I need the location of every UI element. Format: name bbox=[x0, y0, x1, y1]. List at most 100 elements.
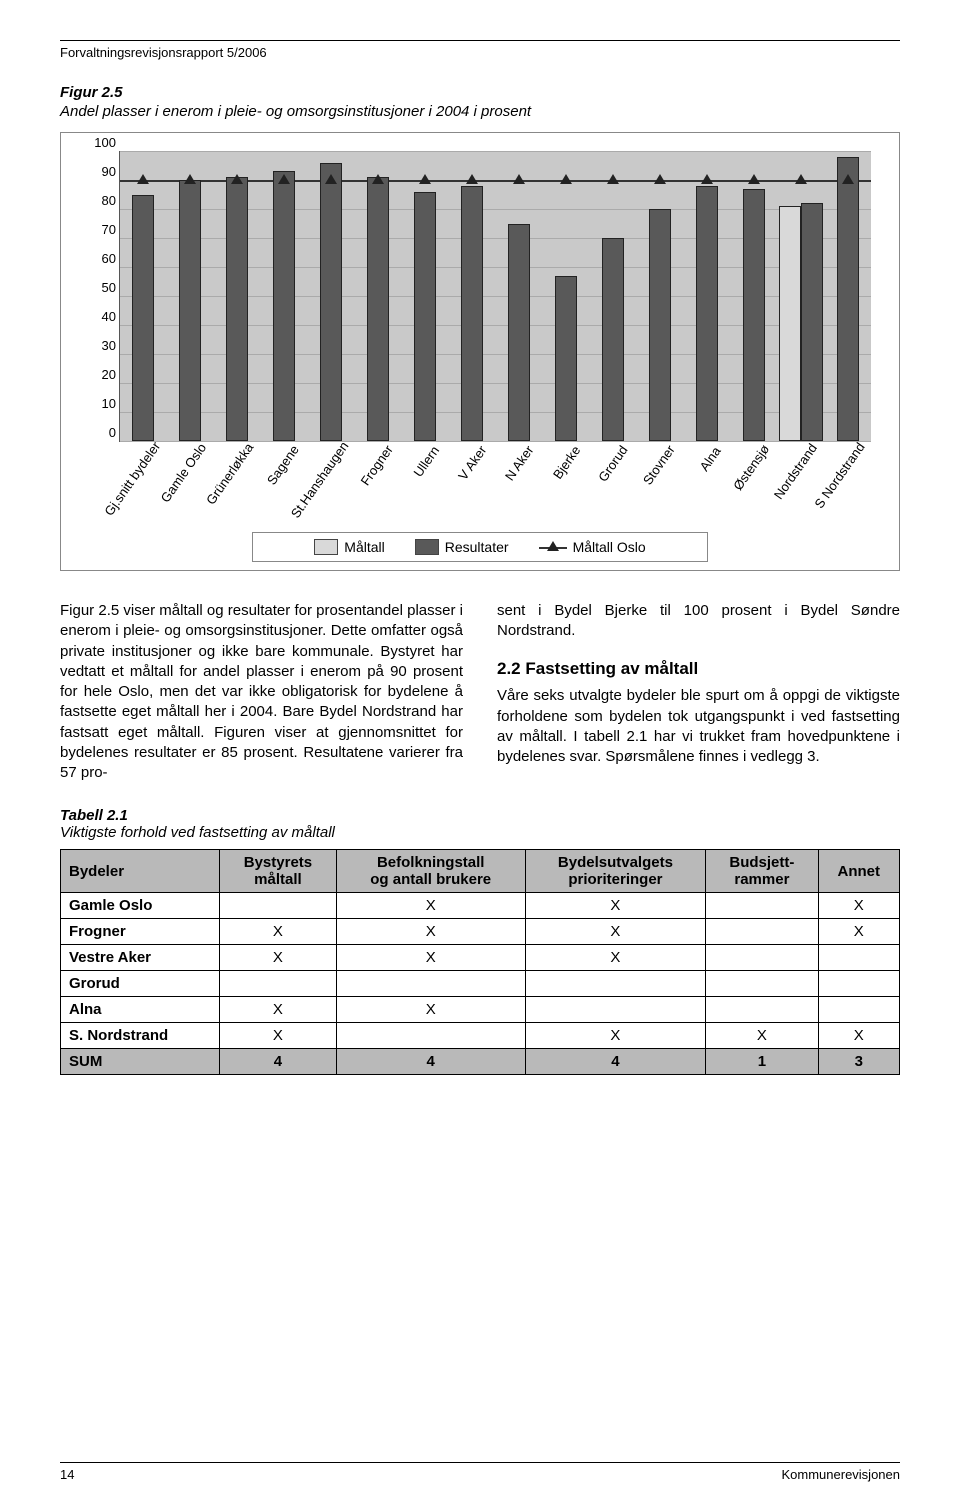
body-columns: Figur 2.5 viser måltall og resultater fo… bbox=[60, 601, 900, 783]
table-sum-row: SUM44413 bbox=[61, 1049, 900, 1075]
table-cell bbox=[818, 971, 899, 997]
table-cell: X bbox=[220, 997, 337, 1023]
y-tick-label: 80 bbox=[82, 193, 116, 208]
chart-y-labels: 0102030405060708090100 bbox=[82, 143, 116, 433]
legend-resultater-label: Resultater bbox=[445, 539, 509, 555]
figure-subtitle: Andel plasser i enerom i pleie- og omsor… bbox=[60, 103, 900, 120]
legend-maltall-label: Måltall bbox=[344, 539, 384, 555]
table-cell bbox=[818, 945, 899, 971]
table-header-cell: Budsjett-rammer bbox=[706, 850, 818, 893]
table-cell bbox=[818, 997, 899, 1023]
table-cell: X bbox=[336, 997, 525, 1023]
y-tick-label: 10 bbox=[82, 396, 116, 411]
table-cell: Alna bbox=[61, 997, 220, 1023]
table-cell bbox=[220, 893, 337, 919]
table-cell: X bbox=[525, 919, 706, 945]
legend-maltall-oslo-label: Måltall Oslo bbox=[573, 539, 646, 555]
table-cell: X bbox=[525, 945, 706, 971]
table-cell: X bbox=[220, 919, 337, 945]
swatch-light-icon bbox=[314, 539, 338, 555]
table-cell: X bbox=[220, 1023, 337, 1049]
table-cell bbox=[525, 971, 706, 997]
page-footer: 14 Kommunerevisjonen bbox=[60, 1462, 900, 1482]
table-cell: S. Nordstrand bbox=[61, 1023, 220, 1049]
table-cell bbox=[706, 945, 818, 971]
x-tick-label: Grünerløkka bbox=[203, 440, 256, 507]
x-tick-label: Østensjø bbox=[730, 442, 772, 493]
table-row: Gamle OsloXXX bbox=[61, 893, 900, 919]
right-column: sent i Bydel Bjerke til 100 prosent i By… bbox=[497, 601, 900, 783]
right-paragraph: Våre seks utvalgte bydeler ble spurt om … bbox=[497, 686, 900, 767]
table-cell: Frogner bbox=[61, 919, 220, 945]
legend-maltall: Måltall bbox=[314, 539, 384, 555]
chart-plot-area: 0102030405060708090100 bbox=[119, 151, 871, 442]
table-row: Vestre AkerXXX bbox=[61, 945, 900, 971]
legend-maltall-oslo: Måltall Oslo bbox=[539, 539, 646, 555]
y-tick-label: 30 bbox=[82, 338, 116, 353]
swatch-dark-icon bbox=[415, 539, 439, 555]
table-cell: X bbox=[336, 945, 525, 971]
y-tick-label: 90 bbox=[82, 164, 116, 179]
y-tick-label: 60 bbox=[82, 251, 116, 266]
table-header-cell: Bystyretsmåltall bbox=[220, 850, 337, 893]
x-tick-label: V Aker bbox=[455, 443, 489, 483]
table-row: FrognerXXXX bbox=[61, 919, 900, 945]
table-row: AlnaXX bbox=[61, 997, 900, 1023]
legend-resultater: Resultater bbox=[415, 539, 509, 555]
table-cell: X bbox=[336, 919, 525, 945]
table-cell bbox=[336, 1023, 525, 1049]
chart-x-labels: Gj.snitt bydelerGamle OsloGrünerløkkaSag… bbox=[119, 442, 871, 532]
table-header-cell: Befolkningstallog antall brukere bbox=[336, 850, 525, 893]
chart-container: 0102030405060708090100 Gj.snitt bydelerG… bbox=[60, 132, 900, 571]
table-cell: X bbox=[525, 1023, 706, 1049]
table-cell: X bbox=[336, 893, 525, 919]
x-tick-label: Nordstrand bbox=[770, 441, 819, 502]
x-tick-label: Frogner bbox=[358, 442, 396, 488]
table-cell bbox=[706, 971, 818, 997]
y-tick-label: 40 bbox=[82, 309, 116, 324]
chart-legend: Måltall Resultater Måltall Oslo bbox=[252, 532, 708, 562]
y-tick-label: 20 bbox=[82, 367, 116, 382]
right-top-text: sent i Bydel Bjerke til 100 prosent i By… bbox=[497, 601, 900, 642]
y-tick-label: 100 bbox=[82, 135, 116, 150]
page-number: 14 bbox=[60, 1467, 74, 1482]
x-tick-label: S Nordstrand bbox=[811, 440, 867, 511]
y-tick-label: 70 bbox=[82, 222, 116, 237]
table-cell: X bbox=[220, 945, 337, 971]
table-cell: Grorud bbox=[61, 971, 220, 997]
x-tick-label: Ullern bbox=[411, 443, 443, 479]
section-heading: 2.2 Fastsetting av måltall bbox=[497, 658, 900, 681]
table-cell: X bbox=[525, 893, 706, 919]
x-tick-label: Grorud bbox=[595, 443, 630, 485]
x-tick-label: N Aker bbox=[502, 443, 537, 484]
table-cell bbox=[525, 997, 706, 1023]
table-cell bbox=[706, 919, 818, 945]
table-cell: X bbox=[818, 1023, 899, 1049]
x-tick-label: Alna bbox=[696, 444, 723, 474]
y-tick-label: 0 bbox=[82, 425, 116, 440]
table-cell bbox=[220, 971, 337, 997]
data-table: BydelerBystyretsmåltallBefolkningstallog… bbox=[60, 849, 900, 1075]
table-header-cell: Bydelsutvalgetsprioriteringer bbox=[525, 850, 706, 893]
x-tick-label: Gj.snitt bydeler bbox=[102, 439, 164, 519]
table-cell bbox=[706, 893, 818, 919]
table-cell: Vestre Aker bbox=[61, 945, 220, 971]
table-header-cell: Bydeler bbox=[61, 850, 220, 893]
table-title: Tabell 2.1 bbox=[60, 807, 900, 824]
figure-title: Figur 2.5 bbox=[60, 84, 900, 101]
x-tick-label: Stovner bbox=[640, 442, 678, 487]
table-cell: Gamle Oslo bbox=[61, 893, 220, 919]
page-header: Forvaltningsrevisjonsrapport 5/2006 bbox=[60, 45, 900, 60]
table-cell: X bbox=[818, 893, 899, 919]
table-header-cell: Annet bbox=[818, 850, 899, 893]
left-column: Figur 2.5 viser måltall og resultater fo… bbox=[60, 601, 463, 783]
x-tick-label: Gamle Oslo bbox=[158, 440, 210, 505]
x-tick-label: Sagene bbox=[264, 442, 302, 487]
footer-org: Kommunerevisjonen bbox=[781, 1467, 900, 1482]
x-tick-label: Bjerke bbox=[550, 443, 583, 482]
table-row: S. NordstrandXXXX bbox=[61, 1023, 900, 1049]
table-cell bbox=[706, 997, 818, 1023]
table-cell bbox=[336, 971, 525, 997]
y-tick-label: 50 bbox=[82, 280, 116, 295]
table-row: Grorud bbox=[61, 971, 900, 997]
